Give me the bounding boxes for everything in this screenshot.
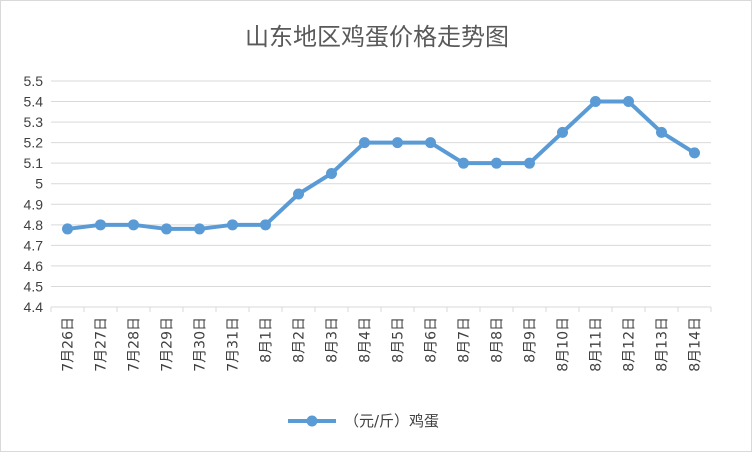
x-tick-label: 8月10日	[556, 317, 572, 372]
y-tick-label: 5.5	[24, 73, 44, 89]
x-tick-label: 7月30日	[193, 317, 209, 372]
y-tick-label: 5	[35, 176, 43, 192]
data-point	[689, 147, 700, 159]
x-axis-ticks: 7月26日 7月27日 7月28日 7月29日 7月30日 7月31日 8月1日 8月2日 8月…	[50, 307, 712, 372]
data-point	[260, 219, 271, 231]
series-line	[65, 99, 697, 231]
data-point	[425, 137, 436, 149]
legend-point-marker	[306, 415, 318, 427]
x-tick-label: 8月8日	[490, 317, 506, 363]
x-tick-label: 8月6日	[424, 317, 440, 363]
x-tick-label: 7月28日	[127, 317, 143, 372]
data-point	[95, 219, 106, 231]
x-tick-label: 8月12日	[622, 317, 638, 372]
data-point	[128, 219, 139, 231]
legend-label: （元/斤）鸡蛋	[344, 412, 439, 430]
data-point	[623, 96, 634, 108]
data-point	[458, 157, 469, 169]
x-tick-label: 7月31日	[226, 317, 242, 372]
x-tick-label: 7月27日	[94, 317, 110, 372]
data-point	[524, 157, 535, 169]
data-point	[491, 157, 502, 169]
legend: （元/斤）鸡蛋	[288, 412, 439, 430]
x-tick-label: 8月11日	[589, 317, 605, 372]
x-tick-label: 8月14日	[688, 317, 704, 372]
x-tick-label: 8月13日	[655, 317, 671, 372]
data-point	[359, 137, 370, 149]
x-tick-label: 8月9日	[523, 317, 539, 363]
data-point	[392, 137, 403, 149]
data-point	[326, 167, 337, 179]
y-tick-label: 4.6	[24, 258, 44, 274]
y-axis-ticks: 4.4 4.5 4.6 4.7 4.8 4.9 5 5.1 5.2 5.3 5.4 5.5	[24, 73, 44, 315]
data-point	[227, 219, 238, 231]
y-tick-label: 4.8	[24, 217, 44, 233]
y-tick-label: 4.7	[24, 237, 44, 253]
data-point	[194, 223, 205, 235]
y-tick-label: 5.1	[24, 155, 44, 171]
y-tick-label: 4.5	[24, 278, 44, 294]
data-point	[293, 188, 304, 200]
data-point	[656, 126, 667, 138]
y-tick-label: 4.9	[24, 196, 44, 212]
gridlines	[51, 80, 711, 308]
data-point	[557, 126, 568, 138]
x-tick-label: 7月26日	[61, 317, 77, 372]
x-tick-label: 8月2日	[292, 317, 308, 363]
x-tick-label: 8月4日	[358, 317, 374, 363]
y-tick-label: 5.2	[24, 135, 44, 151]
x-tick-label: 8月1日	[259, 317, 275, 363]
x-tick-label: 7月29日	[160, 317, 176, 372]
data-point	[590, 96, 601, 108]
y-tick-label: 4.4	[24, 299, 44, 315]
x-tick-label: 8月7日	[457, 317, 473, 363]
x-tick-label: 8月3日	[325, 317, 341, 363]
x-tick-label: 8月5日	[391, 317, 407, 363]
y-tick-label: 5.3	[24, 114, 44, 130]
data-point	[161, 223, 172, 235]
chart-title: 山东地区鸡蛋价格走势图	[245, 23, 509, 51]
data-point	[62, 223, 73, 235]
y-tick-label: 5.4	[24, 94, 44, 110]
series-layer	[62, 96, 700, 235]
